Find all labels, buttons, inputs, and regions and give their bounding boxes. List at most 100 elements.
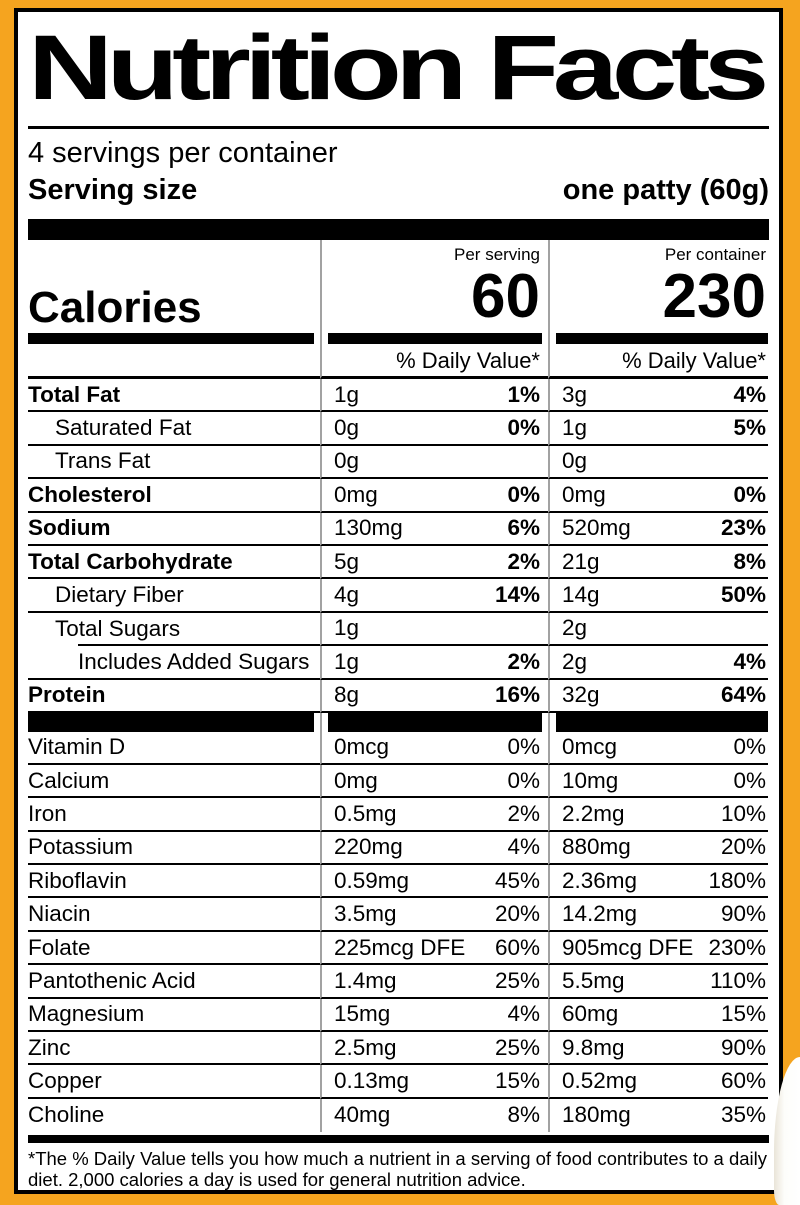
nutrient-per-container-cell: 2.36mg 180% bbox=[548, 865, 768, 899]
servings-per-container: 4 servings per container bbox=[28, 137, 338, 169]
nutrient-daily-value: 6% bbox=[507, 515, 540, 541]
nutrient-per-container-cell: 1g 5% bbox=[548, 412, 768, 446]
nutrient-amount: 2.5mg bbox=[334, 1034, 397, 1060]
nutrient-per-serving-cell: 0mg 0% bbox=[320, 479, 548, 513]
nutrient-per-serving-cell: 3.5mg 20% bbox=[320, 898, 548, 932]
nutrient-name: Includes Added Sugars bbox=[28, 646, 320, 680]
dv-header-spacer bbox=[28, 345, 320, 379]
nutrient-daily-value: 64% bbox=[720, 682, 766, 708]
nutrient-per-serving-cell: 0mg 0% bbox=[320, 764, 548, 799]
nutrient-per-serving-cell: 1g 1% bbox=[320, 379, 548, 413]
dv-header-per-serving: % Daily Value* bbox=[320, 345, 548, 379]
serving-size-label: Serving size bbox=[28, 174, 198, 206]
nutrient-per-container-cell: 0mg 0% bbox=[548, 479, 768, 513]
nutrient-name: Riboflavin bbox=[28, 865, 320, 899]
nutrient-per-serving-cell: 0.13mg 15% bbox=[320, 1065, 548, 1099]
nutrient-amount: 3g bbox=[562, 381, 588, 407]
nutrient-daily-value: 35% bbox=[720, 1102, 766, 1128]
nutrient-daily-value: 50% bbox=[720, 582, 766, 608]
nutrient-daily-value: 0% bbox=[733, 481, 766, 507]
nutrient-name: Potassium bbox=[28, 832, 320, 866]
nutrient-per-serving-cell: 5g 2% bbox=[320, 545, 548, 580]
nutrient-per-serving-cell: 0mcg 0% bbox=[320, 731, 548, 765]
nutrient-per-container-cell: 10mg 0% bbox=[548, 764, 768, 799]
label-title: Nutrition Facts bbox=[28, 20, 769, 116]
calories-per-container-value: 230 bbox=[662, 262, 766, 331]
nutrient-name: Zinc bbox=[28, 1032, 320, 1066]
nutrient-amount: 225mcg DFE bbox=[334, 934, 466, 960]
nutrient-amount: 5g bbox=[334, 548, 360, 574]
nutrient-amount: 32g bbox=[562, 682, 600, 708]
nutrient-daily-value: 4% bbox=[507, 834, 540, 860]
nutrient-per-serving-cell: 0.59mg 45% bbox=[320, 865, 548, 899]
nutrient-per-container-cell: 880mg 20% bbox=[548, 831, 768, 866]
calories-underbar-left bbox=[28, 332, 320, 345]
nutrient-daily-value: 16% bbox=[494, 682, 540, 708]
nutrient-per-container-cell: 180mg 35% bbox=[548, 1098, 768, 1133]
nutrient-amount: 1g bbox=[562, 415, 588, 441]
nutrient-per-serving-cell: 220mg 4% bbox=[320, 831, 548, 866]
nutrient-daily-value: 1% bbox=[507, 381, 540, 407]
calories-per-serving-value: 60 bbox=[471, 262, 540, 331]
nutrient-name: Vitamin D bbox=[28, 732, 320, 765]
nutrient-daily-value: 90% bbox=[720, 1034, 766, 1060]
nutrient-per-container-cell: 3g 4% bbox=[548, 379, 768, 413]
nutrient-amount: 0g bbox=[334, 448, 360, 474]
nutrient-amount: 0mg bbox=[562, 481, 606, 507]
nutrient-amount: 15mg bbox=[334, 1001, 391, 1027]
nutrient-amount: 14.2mg bbox=[562, 901, 638, 927]
nutrient-daily-value: 0% bbox=[733, 767, 766, 793]
vitamins-separator-bar bbox=[548, 712, 768, 732]
nutrient-per-serving-cell: 2.5mg 25% bbox=[320, 1032, 548, 1066]
nutrient-per-container-cell: 2.2mg 10% bbox=[548, 798, 768, 832]
per-container-calories-cell: Per container 230 bbox=[548, 240, 768, 332]
nutrient-amount: 880mg bbox=[562, 834, 631, 860]
nutrient-amount: 905mcg DFE bbox=[562, 934, 694, 960]
nutrient-per-serving-cell: 130mg 6% bbox=[320, 512, 548, 546]
nutrient-name: Total Fat bbox=[28, 379, 320, 413]
nutrient-daily-value: 0% bbox=[507, 767, 540, 793]
nutrient-per-container-cell: 5.5mg 110% bbox=[548, 965, 768, 999]
nutrient-per-container-cell: 32g 64% bbox=[548, 679, 768, 713]
nutrient-amount: 1g bbox=[334, 648, 360, 674]
nutrient-daily-value: 0% bbox=[733, 734, 766, 760]
nutrient-per-container-cell: 905mcg DFE 230% bbox=[548, 931, 768, 966]
nutrient-name: Trans Fat bbox=[28, 446, 320, 480]
nutrient-daily-value: 45% bbox=[494, 867, 540, 893]
nutrient-daily-value: 230% bbox=[708, 934, 766, 960]
nutrient-name: Dietary Fiber bbox=[28, 579, 320, 613]
nutrient-amount: 0mcg bbox=[562, 734, 618, 760]
nutrient-daily-value: 20% bbox=[720, 834, 766, 860]
nutrient-name: Copper bbox=[28, 1065, 320, 1099]
nutrient-per-serving-cell: 4g 14% bbox=[320, 579, 548, 613]
nutrient-daily-value: 110% bbox=[710, 967, 766, 993]
nutrient-amount: 220mg bbox=[334, 834, 403, 860]
dv-header-per-container: % Daily Value* bbox=[548, 345, 768, 379]
nutrient-name: Saturated Fat bbox=[28, 412, 320, 446]
nutrient-name: Protein bbox=[28, 680, 320, 713]
serving-size-value: one patty (60g) bbox=[562, 174, 769, 206]
section-bar-bottom bbox=[28, 1135, 769, 1144]
calories-underbar-mid bbox=[320, 332, 548, 345]
nutrient-per-container-cell: 0.52mg 60% bbox=[548, 1065, 768, 1099]
nutrient-daily-value: 10% bbox=[720, 800, 766, 826]
nutrient-per-serving-cell: 225mcg DFE 60% bbox=[320, 931, 548, 966]
nutrient-name: Calcium bbox=[28, 765, 320, 799]
nutrient-per-serving-cell: 1.4mg 25% bbox=[320, 965, 548, 999]
per-serving-header: Per serving bbox=[454, 245, 540, 264]
nutrient-daily-value: 8% bbox=[733, 548, 766, 574]
daily-value-footnote: *The % Daily Value tells you how much a … bbox=[28, 1148, 768, 1191]
nutrient-amount: 1g bbox=[334, 381, 360, 407]
nutrient-amount: 0mg bbox=[334, 481, 378, 507]
nutrient-daily-value: 90% bbox=[720, 901, 766, 927]
per-serving-calories-cell: Per serving 60 bbox=[320, 240, 548, 332]
nutrient-daily-value: 60% bbox=[494, 934, 540, 960]
nutrient-amount: 2.36mg bbox=[562, 867, 638, 893]
nutrient-daily-value: 4% bbox=[733, 648, 766, 674]
nutrient-daily-value: 180% bbox=[708, 867, 766, 893]
nutrient-name: Total Sugars bbox=[28, 613, 320, 647]
nutrient-amount: 0mg bbox=[334, 767, 378, 793]
nutrient-amount: 2.2mg bbox=[562, 800, 625, 826]
nutrient-amount: 0.52mg bbox=[562, 1068, 638, 1094]
